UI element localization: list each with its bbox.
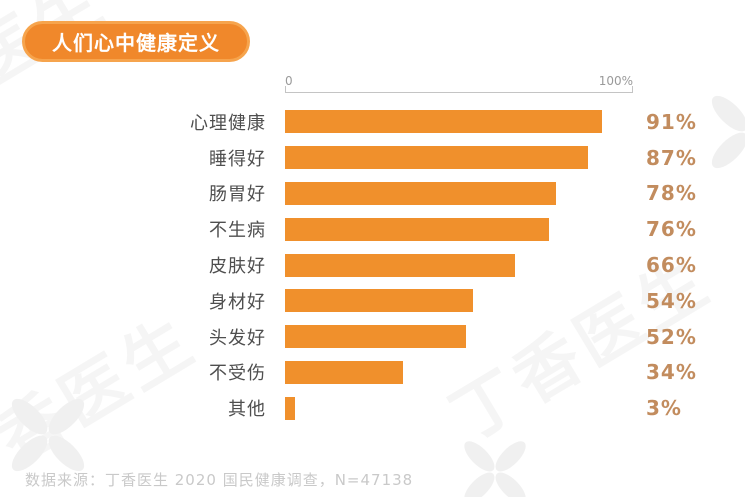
bar: [285, 325, 466, 349]
value-label: 91%: [646, 109, 697, 134]
bar-chart: 心理健康 91% 睡得好 87% 肠胃好 78% 不生病 76% 皮肤好 66% 身材好 54% 头发好…: [0, 104, 745, 426]
bar-track: [285, 325, 633, 349]
bar-track: [285, 253, 633, 277]
category-label: 不生病: [209, 220, 266, 242]
bar-track: [285, 181, 633, 205]
bar: [285, 360, 404, 384]
category-label: 皮肤好: [209, 256, 266, 278]
axis-max-label: 100%: [598, 74, 633, 88]
bar: [285, 217, 550, 241]
axis-min-label: 0: [285, 74, 293, 88]
x-axis-labels: 0 100%: [285, 74, 633, 88]
value-label: 78%: [646, 181, 697, 206]
category-label: 不受伤: [209, 363, 266, 385]
bar: [285, 253, 515, 277]
category-label: 睡得好: [209, 148, 266, 170]
category-label: 肠胃好: [209, 184, 266, 206]
bar-row: 不生病 76%: [0, 211, 745, 247]
value-label: 66%: [646, 253, 697, 278]
bar-row: 其他 3%: [0, 390, 745, 426]
bar-row: 头发好 52%: [0, 319, 745, 355]
bar: [285, 396, 296, 420]
bar-row: 身材好 54%: [0, 283, 745, 319]
bar-row: 不受伤 34%: [0, 355, 745, 391]
bar-track: [285, 360, 633, 384]
bar-track: [285, 289, 633, 313]
bar-track: [285, 217, 633, 241]
value-label: 52%: [646, 324, 697, 349]
value-label: 3%: [646, 396, 682, 421]
bar-track: [285, 110, 633, 134]
bar-track: [285, 396, 633, 420]
page-title: 人们心中健康定义: [52, 31, 220, 55]
bar: [285, 289, 473, 313]
value-label: 87%: [646, 145, 697, 170]
bar-row: 皮肤好 66%: [0, 247, 745, 283]
bar-row: 肠胃好 78%: [0, 176, 745, 212]
bar: [285, 146, 588, 170]
value-label: 76%: [646, 217, 697, 242]
bar-row: 睡得好 87%: [0, 140, 745, 176]
title-badge: 人们心中健康定义: [22, 21, 250, 62]
category-label: 身材好: [209, 291, 266, 313]
value-label: 34%: [646, 360, 697, 385]
x-axis-line: [285, 86, 633, 93]
category-label: 心理健康: [190, 112, 266, 134]
bar-row: 心理健康 91%: [0, 104, 745, 140]
category-label: 头发好: [209, 327, 266, 349]
data-source-note: 数据来源：丁香医生 2020 国民健康调查，N=47138: [25, 471, 414, 489]
bar-track: [285, 146, 633, 170]
bar: [285, 181, 557, 205]
bar: [285, 110, 602, 134]
category-label: 其他: [228, 399, 266, 421]
value-label: 54%: [646, 288, 697, 313]
